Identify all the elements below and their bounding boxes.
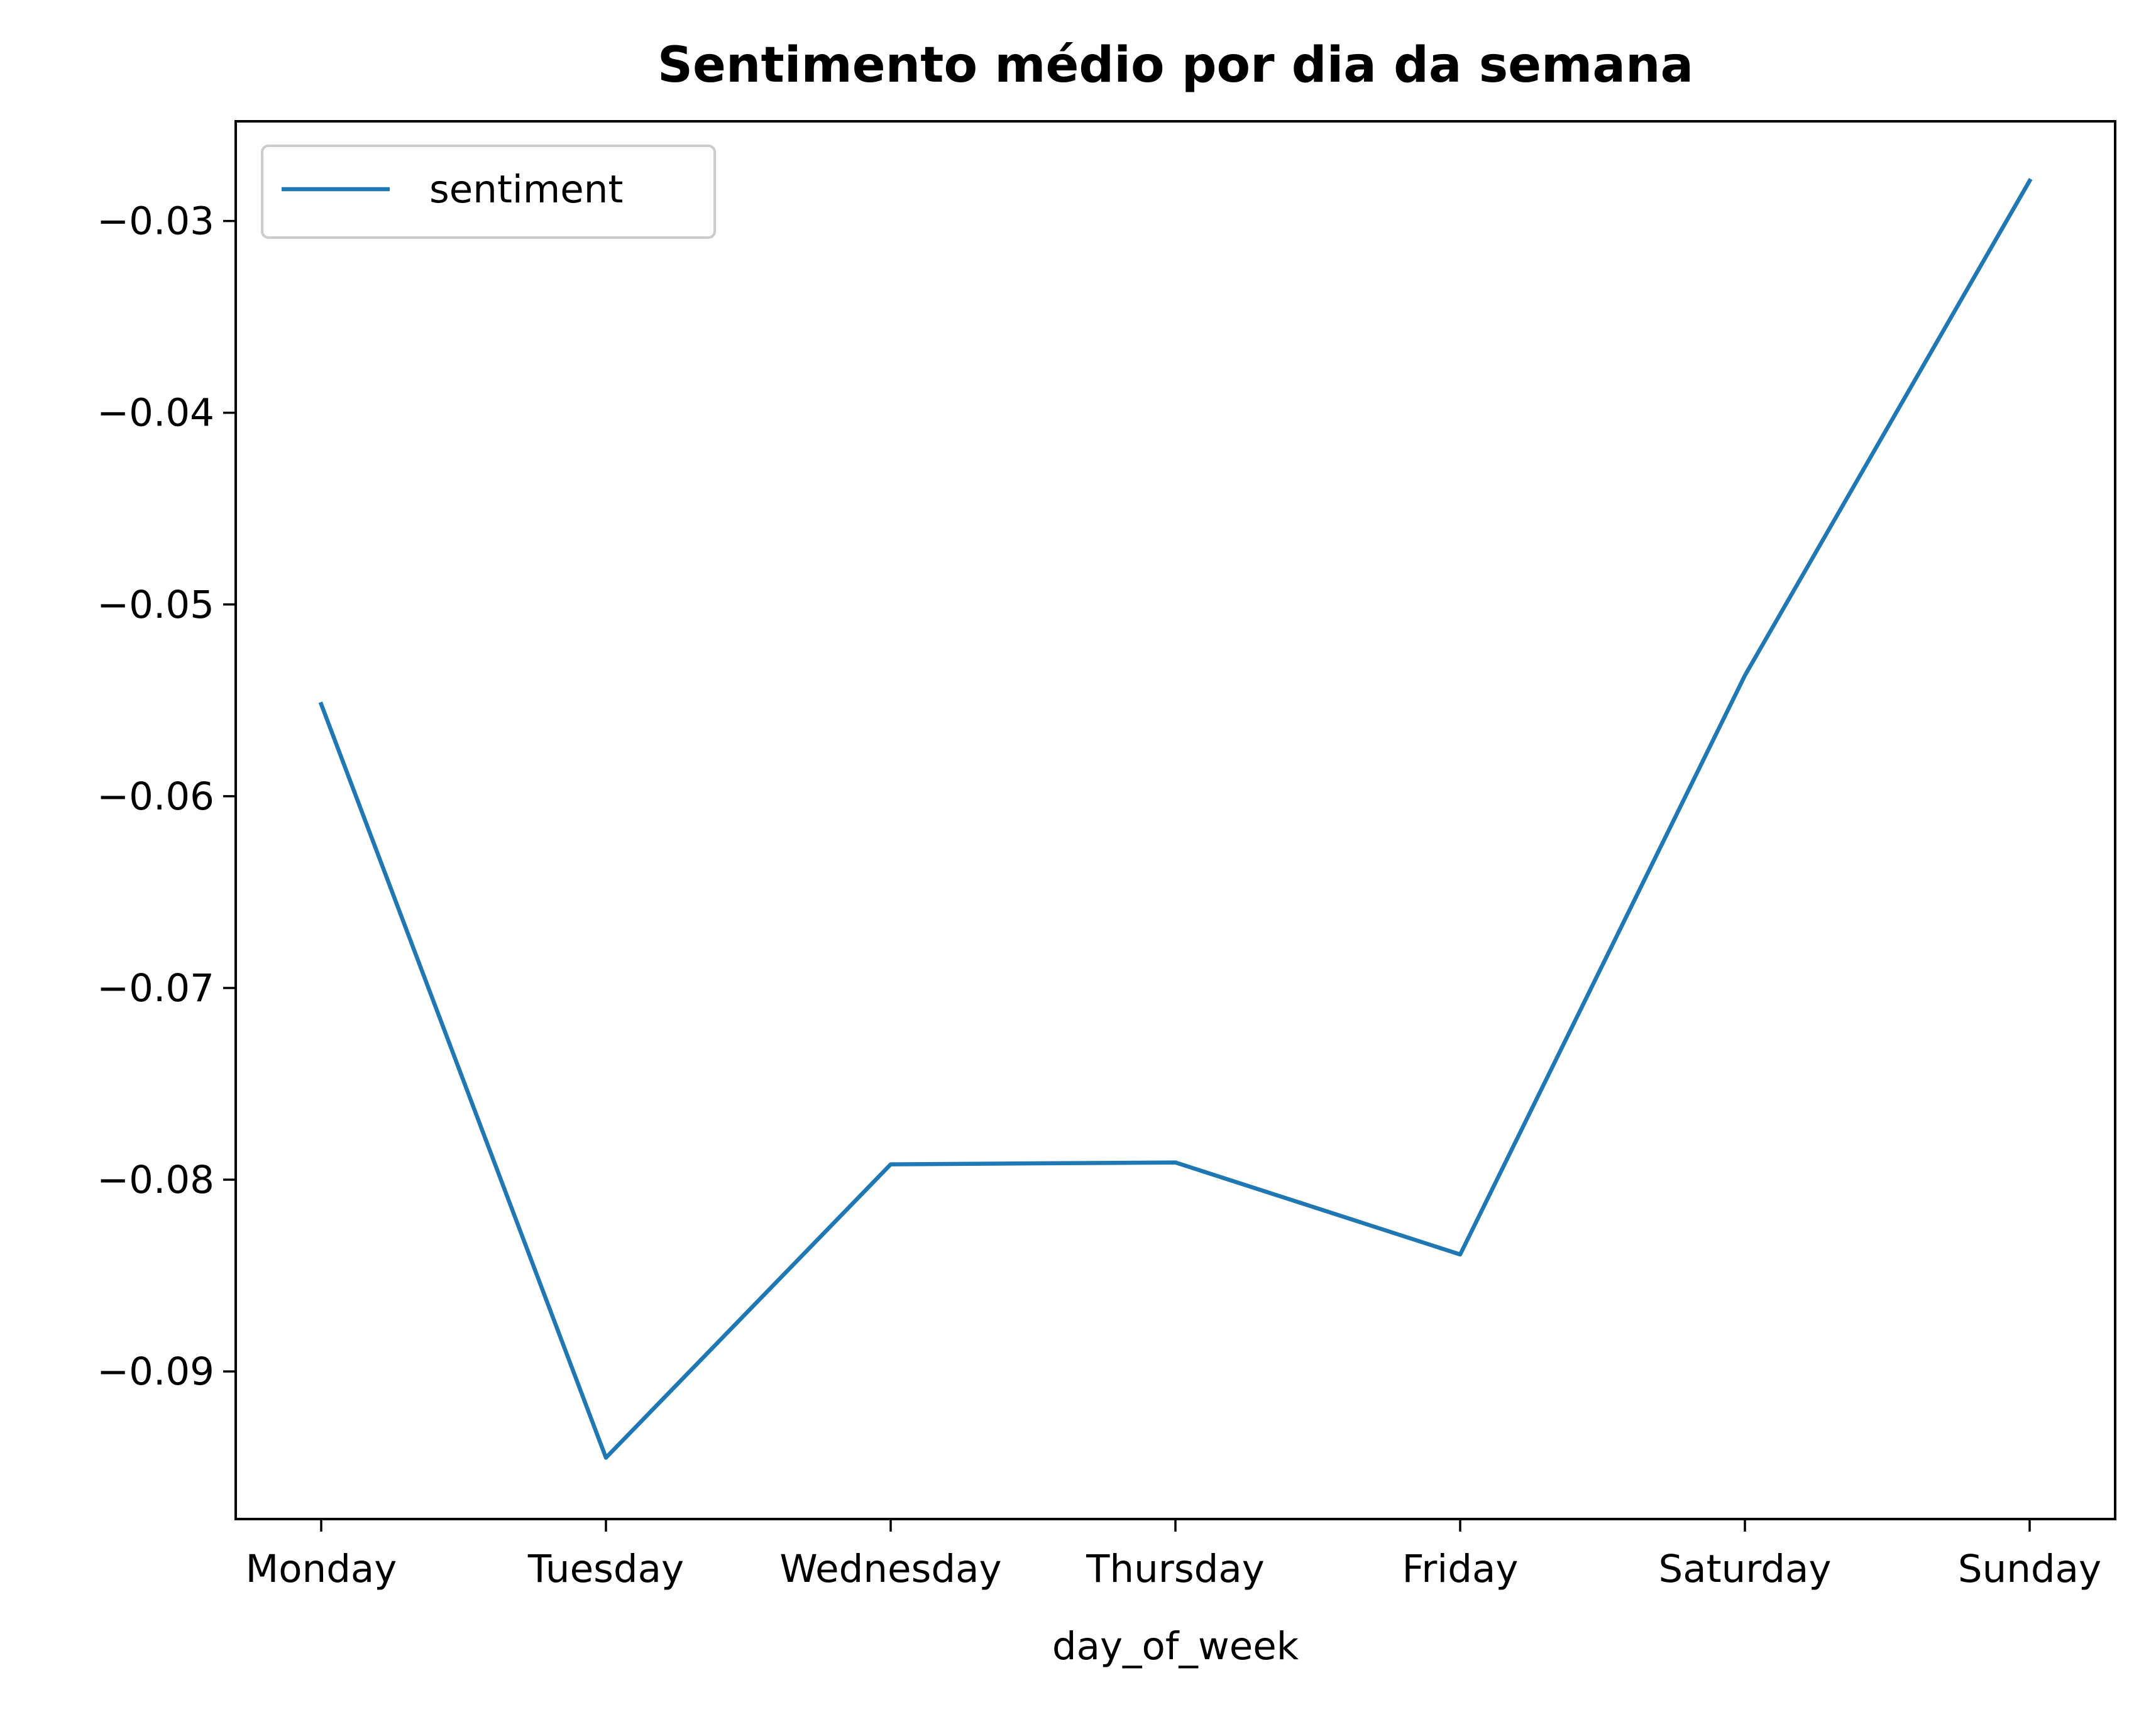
x-tick-label: Saturday (1659, 1547, 1832, 1591)
x-axis-ticks: Monday Tuesday Wednesday Thursday Friday Satu… (246, 1519, 2101, 1591)
x-tick-label: Thursday (1086, 1547, 1265, 1591)
y-tick-label: −0.06 (97, 774, 214, 819)
x-tick-label: Tuesday (527, 1547, 684, 1591)
x-tick-label: Wednesday (779, 1547, 1001, 1591)
y-tick-label: −0.07 (97, 966, 214, 1011)
y-tick-label: −0.04 (97, 391, 214, 436)
x-tick-label: Monday (246, 1547, 397, 1591)
y-tick-label: −0.09 (97, 1349, 214, 1394)
y-tick-label: −0.03 (97, 199, 214, 244)
legend: sentiment (261, 145, 716, 239)
x-tick-label: Sunday (1958, 1547, 2101, 1591)
x-axis-label: day_of_week (1052, 1624, 1299, 1669)
legend-label-sentiment: sentiment (429, 167, 623, 212)
chart-title: Sentimento médio por dia da semana (657, 37, 1693, 94)
series-line-sentiment (318, 178, 2033, 1460)
y-axis-ticks: −0.03 −0.04 −0.05 −0.06 −0.07 −0.08 −0.09 (97, 199, 236, 1394)
y-tick-label: −0.08 (97, 1158, 214, 1202)
plot-frame (234, 120, 2116, 1520)
y-tick-label: −0.05 (97, 583, 214, 627)
x-tick-label: Friday (1402, 1547, 1519, 1591)
legend-box (261, 145, 716, 239)
